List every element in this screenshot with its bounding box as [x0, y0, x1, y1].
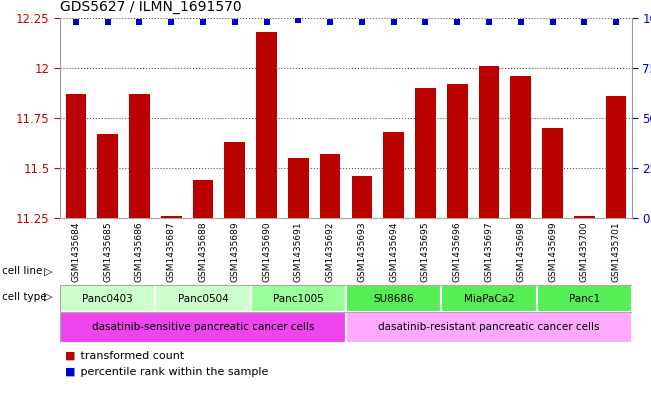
Point [71, 19, 81, 25]
Point [293, 17, 303, 23]
Bar [161, 216, 182, 218]
Point [198, 19, 208, 25]
Point [230, 19, 240, 25]
Point [389, 19, 399, 25]
Text: GSM1435686: GSM1435686 [135, 221, 144, 282]
Point [421, 19, 431, 25]
Text: ▷: ▷ [44, 266, 53, 277]
Bar [383, 132, 404, 218]
Text: ■: ■ [65, 367, 76, 377]
Text: GSM1435699: GSM1435699 [548, 221, 557, 282]
Bar [193, 180, 214, 218]
Bar [574, 216, 594, 218]
Bar [156, 285, 251, 312]
Point [166, 19, 176, 25]
Bar [542, 128, 563, 218]
Text: dasatinib-sensitive pancreatic cancer cells: dasatinib-sensitive pancreatic cancer ce… [92, 323, 314, 332]
Text: GDS5627 / ILMN_1691570: GDS5627 / ILMN_1691570 [60, 0, 242, 14]
Bar [536, 285, 632, 312]
Text: percentile rank within the sample: percentile rank within the sample [77, 367, 268, 377]
Text: GSM1435694: GSM1435694 [389, 221, 398, 282]
Bar [251, 285, 346, 312]
Text: GSM1435697: GSM1435697 [484, 221, 493, 282]
Text: MiaPaCa2: MiaPaCa2 [464, 294, 514, 303]
Text: GSM1435696: GSM1435696 [452, 221, 462, 282]
Bar [352, 176, 372, 218]
Bar [66, 94, 86, 218]
Bar [510, 76, 531, 218]
Point [357, 19, 367, 25]
Point [261, 19, 271, 25]
Bar [60, 312, 346, 343]
Text: Panc0504: Panc0504 [178, 294, 229, 303]
Bar [225, 142, 245, 218]
Bar [346, 312, 632, 343]
Bar [447, 84, 467, 218]
Point [516, 19, 526, 25]
Bar [606, 96, 626, 218]
Point [547, 19, 558, 25]
Bar [288, 158, 309, 218]
Text: dasatinib-resistant pancreatic cancer cells: dasatinib-resistant pancreatic cancer ce… [378, 323, 600, 332]
Bar [60, 285, 156, 312]
Text: cell line: cell line [2, 266, 42, 277]
Text: GSM1435688: GSM1435688 [199, 221, 208, 282]
Bar [98, 134, 118, 218]
Point [134, 19, 145, 25]
Bar [441, 285, 536, 312]
Bar [415, 88, 436, 218]
Text: ■: ■ [65, 351, 76, 361]
Point [611, 19, 621, 25]
Point [579, 19, 590, 25]
Text: transformed count: transformed count [77, 351, 184, 361]
Point [452, 19, 462, 25]
Text: GSM1435685: GSM1435685 [103, 221, 112, 282]
Bar [256, 32, 277, 218]
Text: GSM1435687: GSM1435687 [167, 221, 176, 282]
Point [102, 19, 113, 25]
Text: GSM1435691: GSM1435691 [294, 221, 303, 282]
Text: GSM1435689: GSM1435689 [230, 221, 240, 282]
Bar [129, 94, 150, 218]
Point [325, 19, 335, 25]
Text: cell type: cell type [2, 292, 47, 301]
Text: SU8686: SU8686 [374, 294, 414, 303]
Text: Panc0403: Panc0403 [82, 294, 133, 303]
Text: GSM1435701: GSM1435701 [611, 221, 620, 282]
Text: GSM1435690: GSM1435690 [262, 221, 271, 282]
Text: GSM1435698: GSM1435698 [516, 221, 525, 282]
Bar [478, 66, 499, 218]
Text: Panc1005: Panc1005 [273, 294, 324, 303]
Point [484, 19, 494, 25]
Text: GSM1435684: GSM1435684 [72, 221, 80, 282]
Bar [320, 154, 340, 218]
Text: GSM1435692: GSM1435692 [326, 221, 335, 282]
Bar [346, 285, 441, 312]
Text: GSM1435695: GSM1435695 [421, 221, 430, 282]
Text: GSM1435693: GSM1435693 [357, 221, 367, 282]
Text: GSM1435700: GSM1435700 [580, 221, 589, 282]
Text: ▷: ▷ [44, 292, 53, 301]
Text: Panc1: Panc1 [569, 294, 600, 303]
